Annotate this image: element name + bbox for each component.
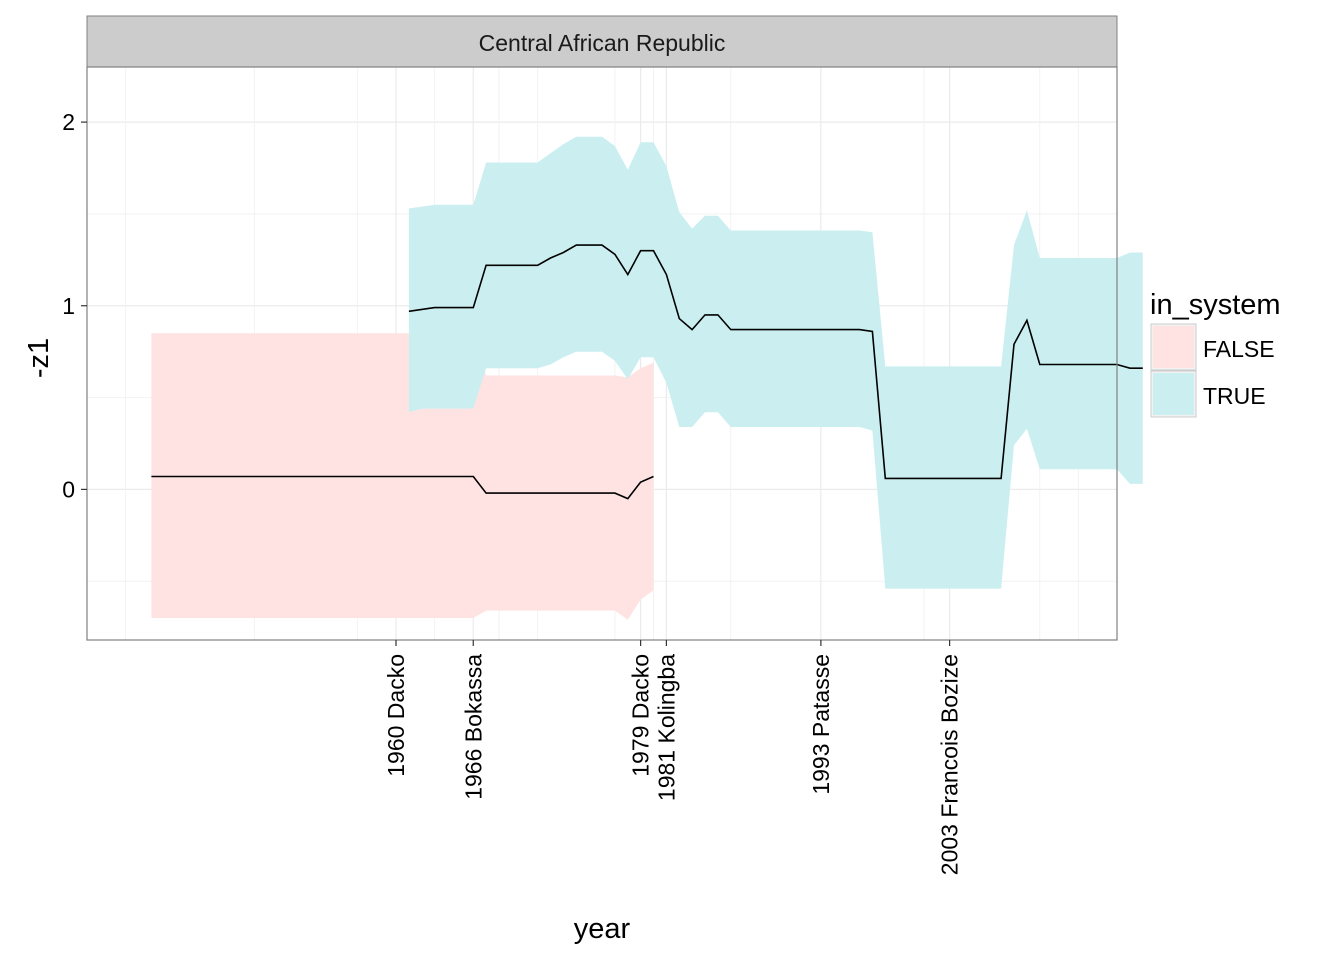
- facet-strip: Central African Republic: [86, 15, 1118, 68]
- y-tick-label: 0: [62, 476, 75, 502]
- plot-panel: [86, 66, 1143, 641]
- line-false: [151, 475, 654, 500]
- y-tick-label: 1: [62, 293, 75, 319]
- x-tick-label: 1966 Bokassa: [460, 654, 486, 800]
- ribbon-true: [408, 136, 1143, 589]
- line-true: [408, 244, 1143, 480]
- panel-border: [86, 66, 1118, 641]
- x-tick-label: 2003 Francois Bozize: [937, 654, 963, 875]
- facet-strip-label: Central African Republic: [479, 30, 726, 56]
- legend-key-true: [1153, 373, 1194, 415]
- x-tick-label: 1960 Dacko: [383, 654, 409, 777]
- x-axis-title: year: [574, 913, 631, 945]
- legend: in_system FALSE TRUE: [1150, 289, 1281, 418]
- legend-label-true: TRUE: [1203, 383, 1266, 409]
- legend-title: in_system: [1150, 289, 1281, 321]
- legend-label-false: FALSE: [1203, 336, 1275, 362]
- y-axis-title: -z1: [23, 338, 55, 378]
- facet-strip-background: [86, 15, 1118, 68]
- y-tick-label: 2: [62, 109, 75, 135]
- y-axis: 0 1 2: [62, 109, 87, 502]
- legend-key-false: [1153, 326, 1194, 368]
- x-tick-label: 1981 Kolingba: [653, 654, 679, 801]
- x-tick-label: 1993 Patasse: [808, 654, 834, 795]
- x-tick-label: 1979 Dacko: [628, 654, 654, 777]
- series-lines: [151, 244, 1143, 500]
- x-axis: 1960 Dacko 1966 Bokassa 1979 Dacko 1981 Kol…: [383, 640, 963, 875]
